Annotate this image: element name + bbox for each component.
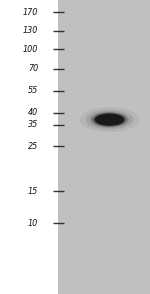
Ellipse shape xyxy=(90,112,129,128)
Ellipse shape xyxy=(80,107,140,132)
Text: 70: 70 xyxy=(28,64,38,73)
Text: 10: 10 xyxy=(28,219,38,228)
Ellipse shape xyxy=(94,113,124,126)
Text: 15: 15 xyxy=(28,187,38,196)
Text: 40: 40 xyxy=(28,108,38,117)
Bar xyxy=(0,0,58,294)
Text: 35: 35 xyxy=(28,121,38,129)
Text: 100: 100 xyxy=(23,45,38,54)
Bar xyxy=(58,0,150,294)
Ellipse shape xyxy=(85,110,134,130)
Text: 55: 55 xyxy=(28,86,38,95)
Text: 130: 130 xyxy=(23,26,38,35)
Text: 25: 25 xyxy=(28,142,38,151)
Text: 170: 170 xyxy=(23,8,38,17)
Ellipse shape xyxy=(92,113,127,127)
